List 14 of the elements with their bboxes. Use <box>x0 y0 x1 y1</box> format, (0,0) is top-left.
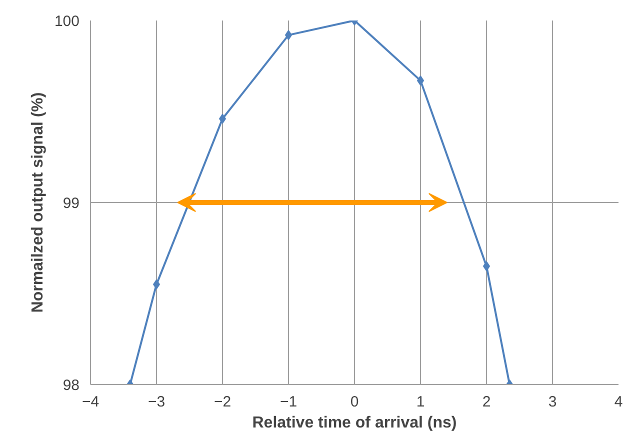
x-tick-label: 2 <box>482 394 491 410</box>
x-tick-label: 0 <box>350 394 359 410</box>
x-tick-label: −3 <box>148 394 166 410</box>
x-tick-label: −2 <box>214 394 232 410</box>
x-tick-label: 4 <box>614 394 623 410</box>
y-tick-label: 99 <box>62 195 80 212</box>
y-axis-title: Normailzed output signal (%) <box>29 92 46 313</box>
y-tick-label: 100 <box>54 13 80 30</box>
x-tick-label: −4 <box>82 394 100 410</box>
x-axis-title: Relative time of arrival (ns) <box>252 414 457 432</box>
y-tick-label: 98 <box>62 377 80 394</box>
x-tick-label: 1 <box>416 394 425 410</box>
x-tick-label: −1 <box>280 394 298 410</box>
x-tick-label: 3 <box>548 394 557 410</box>
